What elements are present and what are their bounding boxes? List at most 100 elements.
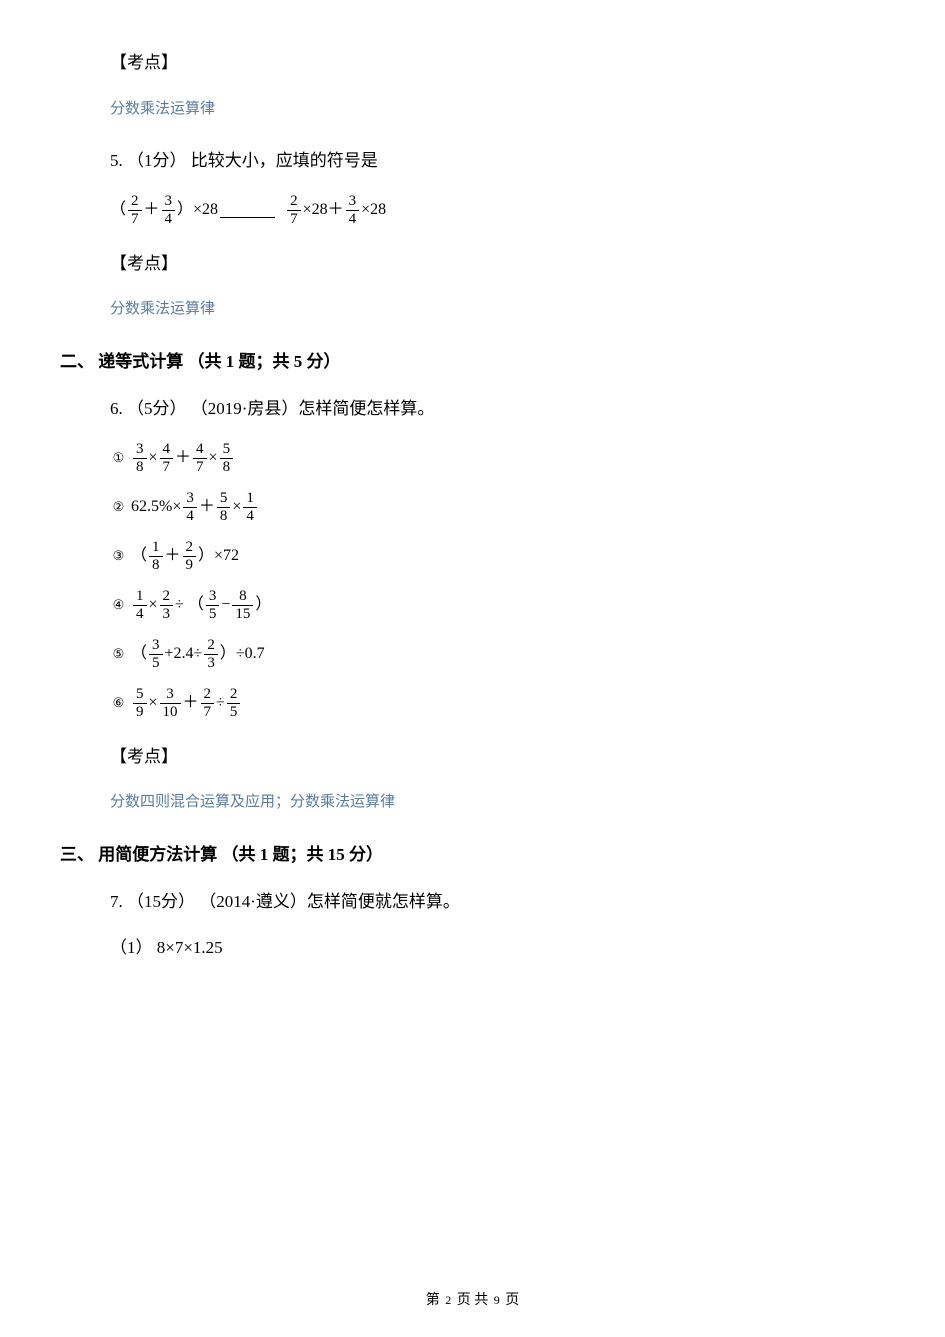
expr-text: × <box>149 691 158 715</box>
kaodian-label-2: 【考点】 <box>110 251 885 277</box>
plus: ＋ <box>144 198 160 222</box>
expr-text: （ <box>131 642 147 666</box>
fraction: 815 <box>232 589 253 622</box>
denominator: 3 <box>204 655 218 671</box>
answer-blank[interactable] <box>220 203 275 218</box>
numerator: 5 <box>133 687 147 704</box>
fraction: 47 <box>160 442 174 475</box>
expr-text: 62.5%× <box>131 495 181 519</box>
expr-text: × <box>232 495 241 519</box>
numerator: 5 <box>217 491 231 508</box>
fraction: 47 <box>193 442 207 475</box>
numerator: 1 <box>149 540 163 557</box>
numerator: 1 <box>133 589 147 606</box>
q5-lhs: （ 27 ＋ 34 ）×28 <box>110 194 218 227</box>
fraction: 34 <box>346 194 360 227</box>
fraction: 58 <box>220 442 234 475</box>
tag-text-1: 分数乘法运算律 <box>110 98 885 121</box>
expr-text: − <box>221 593 230 617</box>
tag-text-3: 分数四则混合运算及应用；分数乘法运算律 <box>110 791 885 814</box>
denominator: 5 <box>206 606 220 622</box>
circled-number: ④ <box>110 597 127 614</box>
q6-item: ①38 × 47 ＋ 47 × 58 <box>110 442 885 475</box>
fraction: 23 <box>204 638 218 671</box>
denominator: 8 <box>133 459 147 475</box>
denominator: 10 <box>160 704 181 720</box>
fraction: 18 <box>149 540 163 573</box>
footer-mid: 页 共 <box>453 1293 492 1308</box>
expr-text: × <box>149 446 158 470</box>
kaodian-label-1: 【考点】 <box>110 50 885 76</box>
fraction: 25 <box>227 687 241 720</box>
numerator: 3 <box>160 687 181 704</box>
numerator: 5 <box>220 442 234 459</box>
expression: 62.5%× 34 ＋ 58 × 14 <box>131 491 259 524</box>
times28: ×28 <box>303 198 328 222</box>
denominator: 4 <box>183 508 197 524</box>
fraction: 58 <box>217 491 231 524</box>
q6-item: ④14 × 23 ÷ （ 35 − 815 ） <box>110 589 885 622</box>
fraction: 27 <box>128 194 142 227</box>
footer-post: 页 <box>502 1293 520 1308</box>
denominator: 7 <box>201 704 215 720</box>
denominator: 7 <box>193 459 207 475</box>
fraction: 59 <box>133 687 147 720</box>
q7-prefix: 7. （15分） （2014·遵义）怎样简便就怎样算。 <box>110 889 885 915</box>
numerator: 4 <box>160 442 174 459</box>
denominator: 8 <box>149 557 163 573</box>
expr-text: ）÷0.7 <box>220 642 265 666</box>
fraction: 35 <box>149 638 163 671</box>
denominator: 8 <box>217 508 231 524</box>
expression: （ 18 ＋ 29 ）×72 <box>131 540 239 573</box>
q6-item: ②62.5%× 34 ＋ 58 × 14 <box>110 491 885 524</box>
times28: ×28 <box>361 198 386 222</box>
footer-pre: 第 <box>426 1293 444 1308</box>
fraction: 27 <box>201 687 215 720</box>
q5-prefix: 5. （1分） 比较大小，应填的符号是 <box>110 148 885 174</box>
fraction: 34 <box>162 194 176 227</box>
footer-current-page: 2 <box>445 1293 451 1307</box>
denominator: 5 <box>149 655 163 671</box>
expr-text: ＋ <box>199 495 215 519</box>
kaodian-label-3: 【考点】 <box>110 744 885 770</box>
page-footer: 第 2 页 共 9 页 <box>0 1289 945 1309</box>
fraction: 14 <box>243 491 257 524</box>
tag-text-2: 分数乘法运算律 <box>110 298 885 321</box>
numerator: 2 <box>201 687 215 704</box>
expr-text: （ <box>131 544 147 568</box>
numerator: 3 <box>206 589 220 606</box>
fraction: 35 <box>206 589 220 622</box>
q6-prefix: 6. （5分） （2019·房县）怎样简便怎样算。 <box>110 396 885 422</box>
expr-text: ＋ <box>183 691 199 715</box>
numerator: 2 <box>183 540 197 557</box>
paren-close-mult: ）×28 <box>177 198 218 222</box>
numerator: 3 <box>133 442 147 459</box>
expr-text: +2.4÷ <box>165 642 203 666</box>
page-body: 【考点】 分数乘法运算律 5. （1分） 比较大小，应填的符号是 （ 27 ＋ … <box>0 0 945 960</box>
numerator: 8 <box>232 589 253 606</box>
expr-text: ÷ <box>216 691 225 715</box>
denominator: 4 <box>243 508 257 524</box>
denominator: 9 <box>183 557 197 573</box>
expr-text: ＋ <box>165 544 181 568</box>
denominator: 15 <box>232 606 253 622</box>
fraction: 38 <box>133 442 147 475</box>
fraction: 23 <box>160 589 174 622</box>
q6-items-container: ①38 × 47 ＋ 47 × 58②62.5%× 34 ＋ 58 × 14③（… <box>60 442 885 720</box>
expression: 14 × 23 ÷ （ 35 − 815 ） <box>131 589 271 622</box>
circled-number: ⑥ <box>110 695 127 712</box>
fraction: 34 <box>183 491 197 524</box>
paren-open: （ <box>110 198 126 222</box>
fraction: 29 <box>183 540 197 573</box>
expr-text: × <box>209 446 218 470</box>
expression: 38 × 47 ＋ 47 × 58 <box>131 442 235 475</box>
q6-item: ⑥59 × 310 ＋ 27 ÷ 25 <box>110 687 885 720</box>
denominator: 4 <box>133 606 147 622</box>
section-2-title: 二、 递等式计算 （共 1 题；共 5 分） <box>60 349 885 375</box>
fraction: 14 <box>133 589 147 622</box>
q6-item: ⑤（ 35 +2.4÷ 23 ）÷0.7 <box>110 638 885 671</box>
numerator: 2 <box>204 638 218 655</box>
numerator: 3 <box>183 491 197 508</box>
expr-text: ） <box>255 593 271 617</box>
section-3-title: 三、 用简便方法计算 （共 1 题；共 15 分） <box>60 842 885 868</box>
